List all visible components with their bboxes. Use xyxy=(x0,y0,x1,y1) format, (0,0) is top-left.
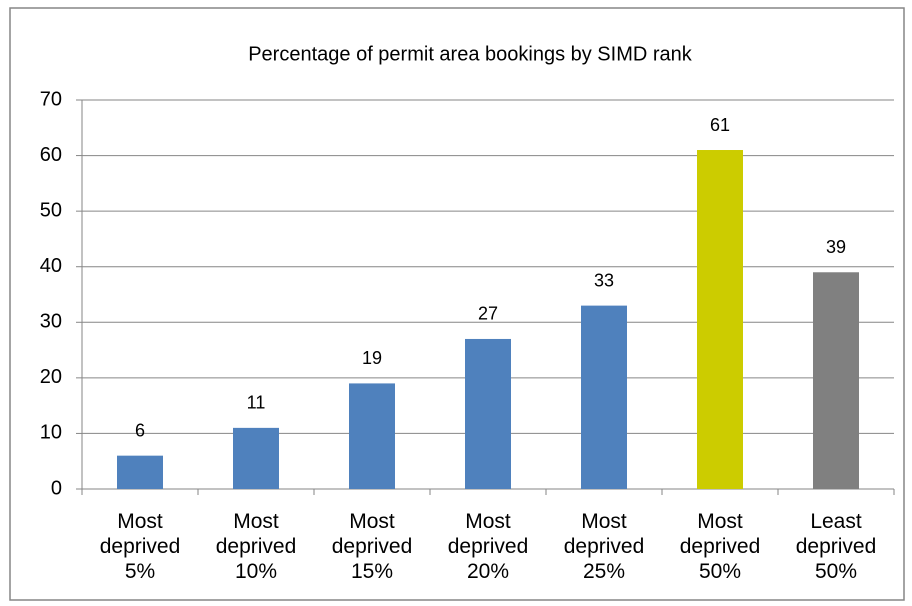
data-label: 6 xyxy=(135,420,145,440)
x-tick-label: Most deprived 15% xyxy=(331,510,413,583)
data-label: 27 xyxy=(478,304,498,324)
y-tick-label: 20 xyxy=(40,366,62,388)
x-tick-label: Most deprived 50% xyxy=(679,510,761,583)
y-tick-label: 10 xyxy=(40,422,62,444)
x-tick-label: Most deprived 25% xyxy=(563,510,645,583)
data-label: 33 xyxy=(594,270,614,290)
chart-border xyxy=(9,7,905,601)
y-tick-label: 70 xyxy=(40,88,62,110)
y-tick-label: 60 xyxy=(40,144,62,166)
data-label: 61 xyxy=(710,115,730,135)
data-label: 11 xyxy=(247,393,266,413)
y-tick-label: 0 xyxy=(51,477,62,499)
bar xyxy=(813,272,859,489)
y-tick-label: 30 xyxy=(40,311,62,333)
bar xyxy=(117,455,163,489)
bar xyxy=(233,427,279,489)
data-label: 19 xyxy=(362,348,382,368)
data-label: 39 xyxy=(826,237,846,257)
chart-title: Percentage of permit area bookings by SI… xyxy=(248,43,693,65)
x-tick-label: Most deprived 20% xyxy=(447,510,529,583)
x-tick-label: Most deprived 10% xyxy=(215,510,297,583)
y-tick-label: 50 xyxy=(40,199,62,221)
bar xyxy=(465,338,511,489)
bar xyxy=(349,383,395,489)
bar xyxy=(581,305,627,489)
bar xyxy=(697,150,743,489)
x-tick-label: Least deprived 50% xyxy=(795,510,877,583)
y-tick-label: 40 xyxy=(40,255,62,277)
x-tick-label: Most deprived 5% xyxy=(99,510,181,583)
